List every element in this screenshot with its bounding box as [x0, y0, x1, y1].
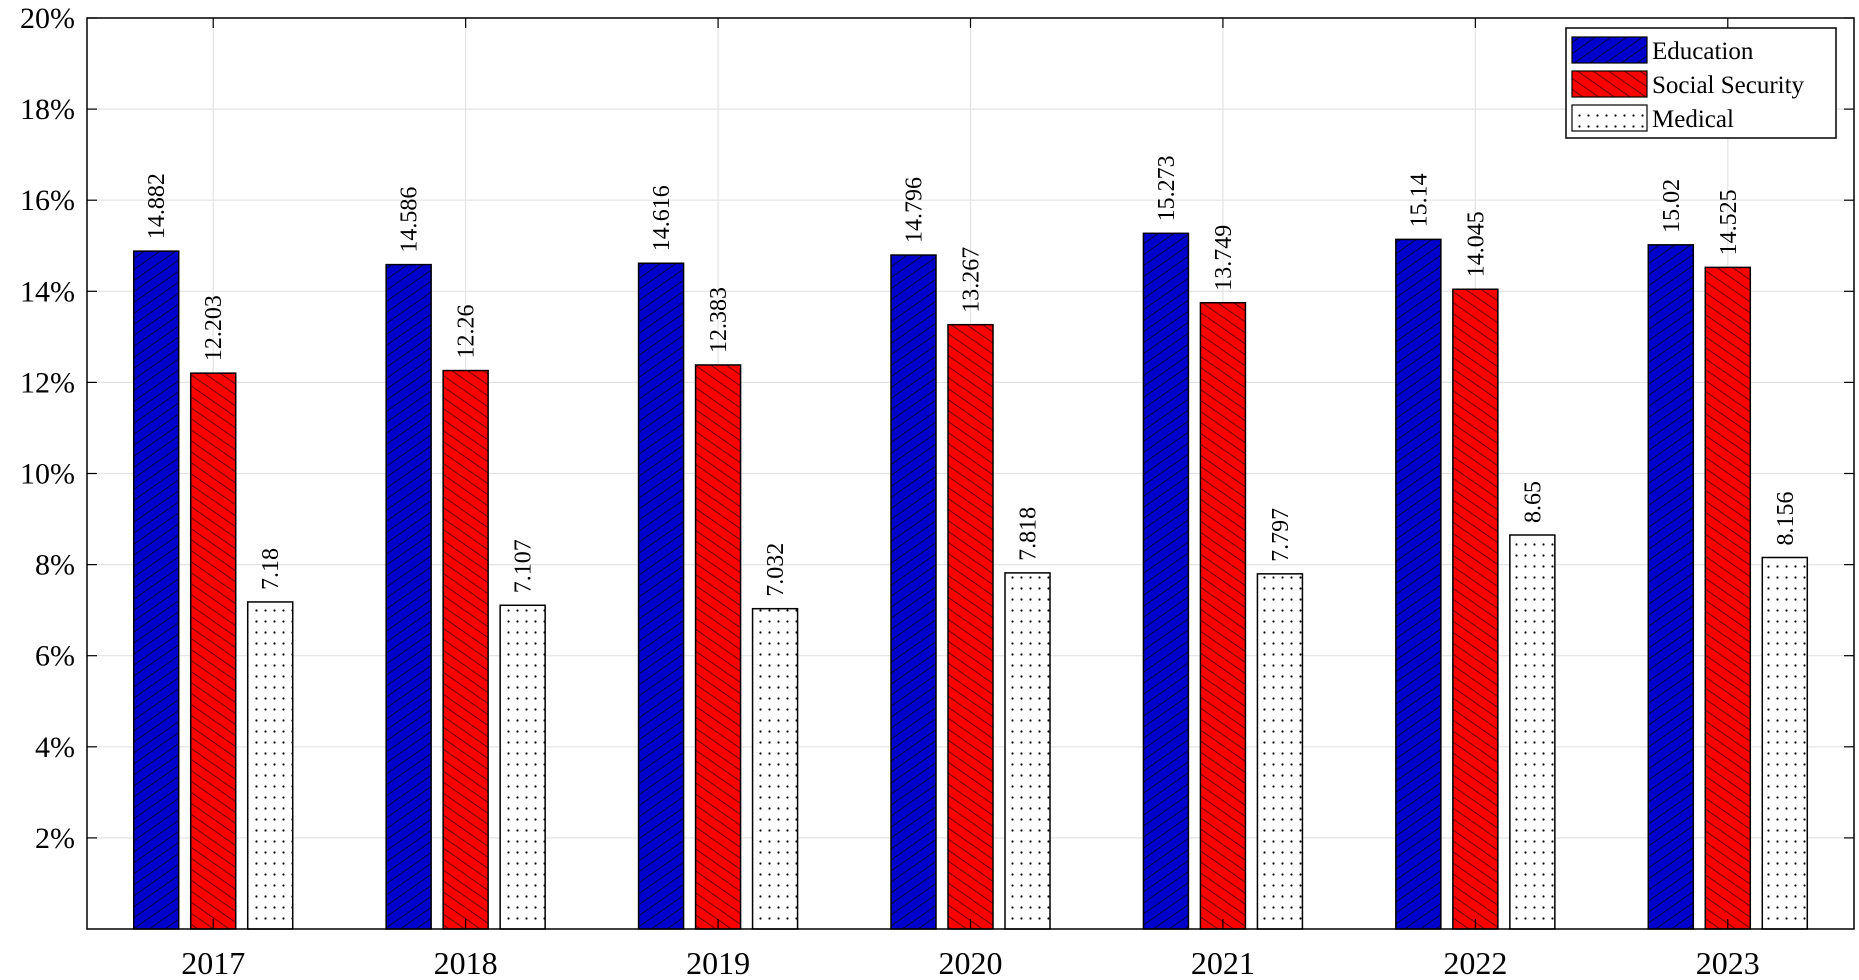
legend-swatch-education [1571, 36, 1648, 64]
bar-medical-2019 [751, 607, 799, 930]
y-tick-label: 20% [20, 2, 75, 35]
x-tick-label: 2018 [434, 945, 498, 980]
data-label: 14.616 [649, 185, 675, 251]
bar-social-security-2020 [947, 323, 994, 930]
data-label: 7.818 [1016, 507, 1042, 561]
x-tick-label: 2022 [1443, 945, 1507, 980]
y-tick-label: 12% [20, 366, 75, 399]
bar-medical-2018 [499, 604, 546, 930]
bar-education-2021 [1142, 232, 1190, 930]
data-label: 14.045 [1463, 211, 1489, 277]
bar-social-security-2021 [1199, 301, 1247, 930]
x-tick-label: 2017 [181, 945, 245, 980]
data-label: 8.156 [1773, 491, 1799, 545]
bar-education-2019 [637, 262, 685, 930]
x-tick-label: 2021 [1191, 945, 1255, 980]
axes: 2% 4% 6% 8% 10% 12% 14% 16% 18% 20% 2017 2018 2019 20… [20, 2, 1855, 980]
data-label: 7.032 [763, 543, 789, 597]
y-tick-label: 18% [20, 93, 75, 126]
legend-swatch-social-security [1571, 70, 1648, 98]
data-label: 7.107 [511, 539, 537, 593]
x-tick-label: 2020 [939, 945, 1003, 980]
y-tick-label: 14% [20, 275, 75, 308]
bar-medical-2022 [1509, 534, 1556, 930]
y-tick-label: 2% [35, 822, 75, 855]
bar-education-2020 [890, 254, 937, 930]
x-tick-label: 2019 [686, 945, 750, 980]
data-label: 15.273 [1154, 155, 1180, 221]
plot-frame [86, 17, 1855, 930]
data-label: 15.02 [1659, 179, 1685, 233]
data-label: 12.26 [454, 305, 480, 359]
data-label: 12.203 [201, 295, 227, 361]
bar-education-2022 [1395, 238, 1442, 930]
x-tick-label: 2023 [1696, 945, 1760, 980]
bar-education-2018 [385, 263, 432, 930]
bar-social-security-2018 [442, 369, 489, 930]
data-label: 14.796 [902, 177, 928, 243]
bar-medical-2021 [1256, 573, 1304, 930]
legend: Education Social Security Medical [1565, 27, 1837, 139]
bar-social-security-2017 [189, 372, 237, 930]
y-tick-label: 6% [35, 640, 75, 673]
legend-label: Social Security [1652, 72, 1805, 99]
y-tick-label: 4% [35, 731, 75, 764]
data-labels: 14.882 14.586 14.616 14.796 15.273 15.14 15.02… [144, 155, 1799, 596]
data-label: 8.65 [1520, 481, 1546, 523]
y-tick-label: 8% [35, 549, 75, 582]
data-label: 14.882 [144, 173, 170, 239]
y-tick-label: 16% [20, 184, 75, 217]
data-label: 15.14 [1406, 173, 1432, 227]
bar-medical-2023 [1761, 556, 1809, 930]
bar-social-security-2019 [694, 364, 742, 930]
data-label: 12.383 [706, 287, 732, 353]
data-label: 14.525 [1716, 189, 1742, 255]
legend-swatch-medical [1571, 104, 1648, 132]
data-label: 13.749 [1211, 225, 1237, 291]
data-label: 14.586 [397, 187, 423, 253]
data-label: 7.797 [1268, 508, 1294, 562]
bar-medical-2020 [1004, 572, 1051, 930]
bar-education-2023 [1647, 244, 1695, 930]
y-tick-label: 10% [20, 458, 75, 491]
bar-education-2017 [132, 250, 180, 930]
legend-label: Medical [1652, 106, 1734, 133]
bars [132, 232, 1809, 930]
bar-medical-2017 [246, 601, 294, 930]
data-label: 13.267 [959, 247, 985, 313]
legend-label: Education [1652, 38, 1754, 65]
bar-social-security-2022 [1452, 288, 1499, 930]
bar-social-security-2023 [1704, 266, 1752, 930]
data-label: 7.18 [258, 548, 284, 590]
